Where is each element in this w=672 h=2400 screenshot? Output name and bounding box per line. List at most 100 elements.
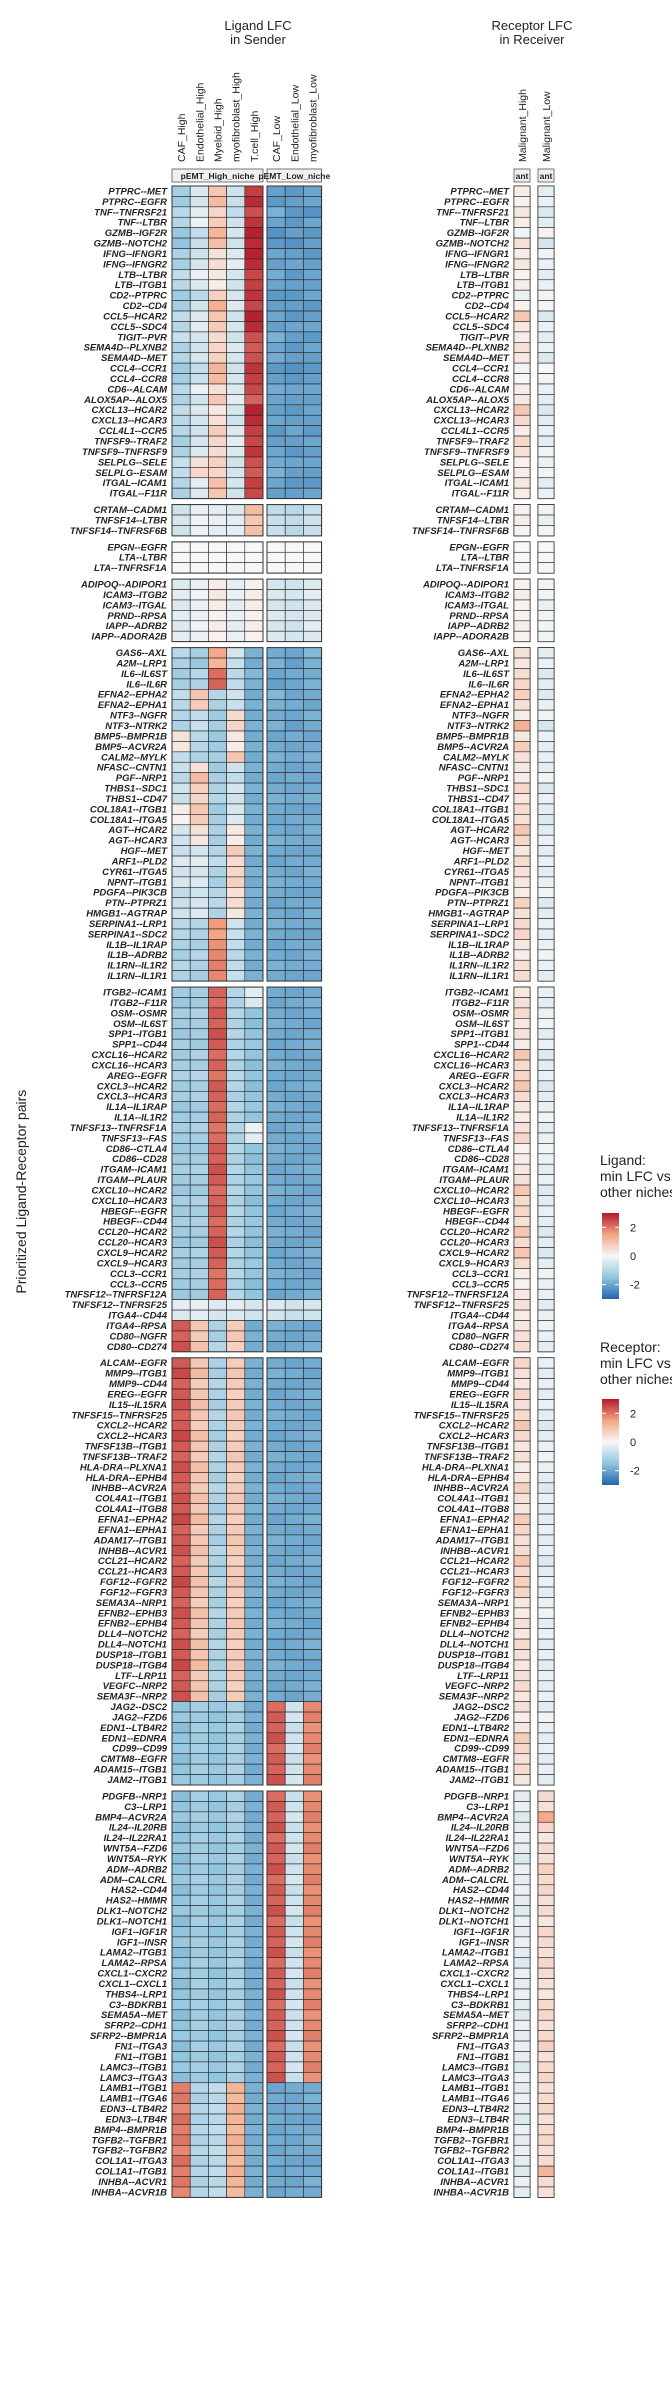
ligand-cell [189,1680,209,1692]
receptor-row-label: HBEGF--EGFR [443,1206,509,1217]
ligand-cell [208,1080,227,1092]
receptor-cell [513,2155,531,2167]
ligand-cell [208,814,227,826]
ligand-cell [284,897,304,909]
ligand-cell [284,1341,304,1353]
ligand-cell [171,425,191,437]
ligand-cell [208,610,227,622]
ligand-cell [171,2092,191,2104]
receptor-row-label: DLK1--NOTCH1 [439,1916,509,1927]
ligand-cell [303,1268,322,1280]
ligand-row-label: ADAM17--ITGB1 [93,1535,167,1546]
ligand-cell [244,514,264,526]
ligand-cell [266,928,286,940]
ligand-cell [266,1492,286,1504]
ligand-cell [303,907,322,919]
ligand-cell [171,1299,191,1311]
receptor-row-label: CCL20--HCAR3 [440,1238,510,1249]
receptor-row-label: ADM--ADRB2 [447,1864,509,1875]
ligand-cell [266,1936,286,1948]
receptor-row-label: NTF3--NGFR [452,711,509,722]
ligand-cell [171,1122,191,1134]
ligand-cell [208,425,227,437]
ligand-cell [189,373,209,385]
ligand-cell [189,1461,209,1473]
group-border [266,1357,323,1786]
ligand-cell [284,487,304,499]
ligand-cell [303,1513,322,1525]
ligand-cell [244,907,264,919]
ligand-cell [189,689,209,701]
ligand-cell [226,2082,246,2094]
ligand-cell [266,824,286,836]
ligand-cell [171,1451,191,1463]
ligand-cell [189,620,209,632]
ligand-cell [244,2040,264,2052]
ligand-cell [244,1409,264,1421]
ligand-cell [244,2144,264,2157]
receptor-row-label: CXCL1--CXCR2 [439,1969,509,1980]
receptor-cell [513,1451,531,1463]
ligand-cell [284,1399,304,1411]
ligand-cell [226,845,246,857]
receptor-cell [513,689,531,701]
receptor-cell [537,1607,555,1619]
ligand-cell [266,761,286,773]
ligand-cell [266,1774,286,1786]
ligand-cell [266,997,286,1009]
ligand-cell [226,1586,246,1598]
ligand-cell [266,599,286,611]
ligand-cell [266,467,286,479]
ligand-cell [303,258,322,270]
ligand-row-label: TNFSF9--TNFRSF9 [82,447,168,458]
ligand-cell [226,227,246,239]
receptor-cell [513,1617,531,1630]
ligand-cell [303,1607,322,1619]
ligand-cell [208,1732,227,1744]
receptor-cell [513,1472,531,1484]
ligand-cell [266,1617,286,1630]
ligand-cell [244,741,264,753]
ligand-cell [303,970,322,982]
ligand-cell [303,394,322,406]
ligand-cell [189,487,209,499]
ligand-cell [226,1070,246,1082]
receptor-cell [513,657,531,669]
receptor-row-label: FN1--ITGA3 [457,2042,510,2053]
receptor-cell [513,578,531,590]
receptor-row-label: LAMA2--ITGB1 [442,1948,509,1959]
receptor-row-label: TNF--TNFRSF21 [436,207,509,218]
ligand-cell [303,1451,322,1463]
ligand-cell [244,866,264,878]
ligand-cell [303,227,322,239]
receptor-row-label: DLL4--NOTCH1 [440,1640,509,1651]
receptor-row-label: CD6--ALCAM [449,384,510,395]
ligand-cell [266,1132,286,1144]
receptor-row-label: THBS1--CD47 [447,794,509,805]
ligand-cell [226,1988,246,2000]
ligand-cell [208,1388,227,1400]
ligand-cell [226,1832,246,1844]
ligand-cell [208,185,227,197]
ligand-cell [266,321,286,333]
ligand-cell [244,1947,264,1959]
receptor-cell [513,610,531,622]
ligand-cell [244,647,264,659]
ligand-cell [244,782,264,794]
receptor-cell [537,1420,555,1432]
receptor-row-label: MMP9--CD44 [451,1379,510,1390]
ligand-row-label: C3--BDKRB1 [109,2000,167,2011]
ligand-cell [226,1753,246,1765]
ligand-cell [266,1711,286,1723]
ligand-cell [244,1722,264,1734]
ligand-cell [226,1226,246,1238]
ligand-cell [226,2072,246,2084]
ligand-row-label: WNT5A--RYK [107,1854,168,1865]
ligand-cell [171,803,191,815]
ligand-cell [171,541,191,553]
ligand-cell [171,1049,191,1061]
ligand-cell [244,1690,264,1702]
ligand-cell [171,1947,191,1959]
ligand-cell [226,1309,246,1321]
ligand-cell [303,331,322,343]
